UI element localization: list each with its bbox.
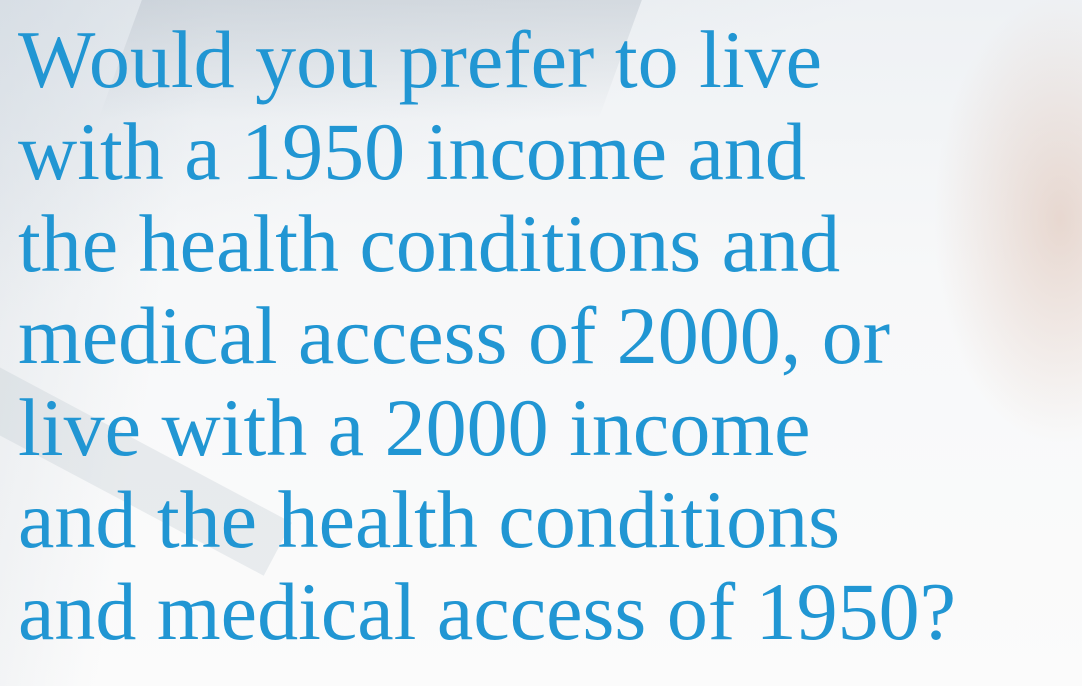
question-line: and the health conditions (18, 474, 841, 565)
question-line: live with a 2000 income (18, 382, 811, 473)
question-line: Would you prefer to live (18, 14, 823, 105)
question-line: with a 1950 income and (18, 106, 806, 197)
question: Would you prefer to live with a 1950 inco… (18, 14, 956, 658)
question-line: the health conditions and (18, 198, 841, 289)
question-line: medical access of 2000, or (18, 290, 891, 381)
question-line: and medical access of 1950? (18, 566, 957, 657)
